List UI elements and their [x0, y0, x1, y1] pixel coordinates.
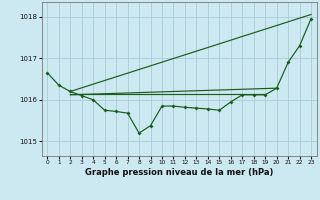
X-axis label: Graphe pression niveau de la mer (hPa): Graphe pression niveau de la mer (hPa): [85, 168, 273, 177]
